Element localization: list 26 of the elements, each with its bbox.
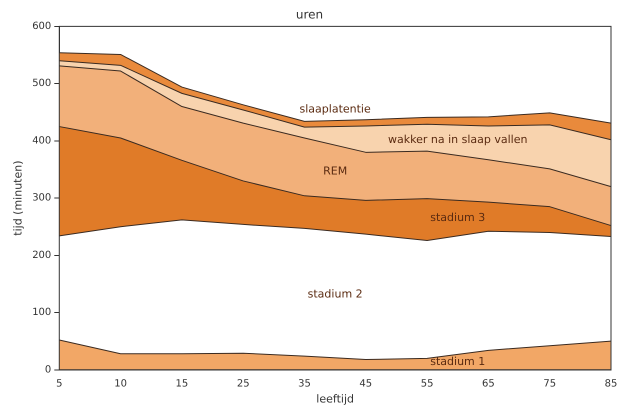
series-label: stadium 1	[430, 354, 486, 368]
x-tick-label: 75	[543, 378, 556, 390]
x-tick-label: 10	[114, 378, 127, 390]
series-label: REM	[323, 164, 348, 178]
x-tick-label: 45	[359, 378, 372, 390]
y-tick-label: 600	[32, 20, 52, 32]
x-tick-label: 55	[420, 378, 434, 390]
y-tick-label: 100	[32, 307, 52, 318]
series-label: stadium 2	[308, 287, 363, 300]
x-axis-title: leeftijd	[316, 392, 354, 406]
x-tick-label: 25	[236, 378, 250, 390]
x-tick-label: 65	[482, 378, 495, 390]
x-tick-label: 35	[298, 378, 311, 390]
x-tick-label: 15	[176, 378, 188, 390]
chart-title: uren	[296, 7, 324, 22]
x-tick-label: 85	[604, 378, 618, 390]
y-tick-label: 300	[32, 192, 52, 204]
y-axis-title: tijd (minuten)	[11, 160, 24, 236]
series-label: stadium 3	[430, 210, 486, 224]
x-tick-label: 5	[56, 378, 62, 390]
y-tick-label: 0	[44, 364, 52, 376]
y-tick-label: 400	[32, 135, 52, 146]
series-label: slaaplatentie	[300, 102, 371, 116]
y-tick-label: 200	[32, 250, 52, 261]
series-label: wakker na in slaap vallen	[388, 133, 528, 146]
y-tick-label: 500	[32, 78, 52, 90]
